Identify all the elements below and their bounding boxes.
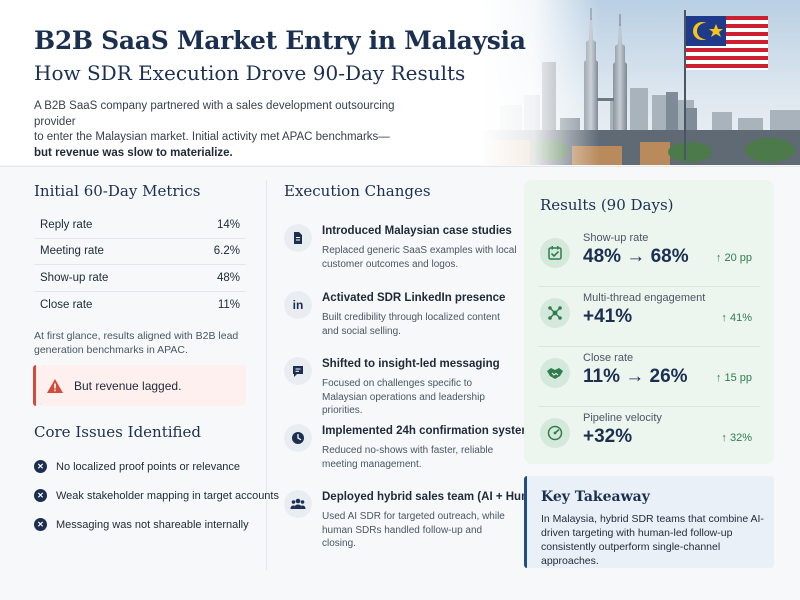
change-title: Deployed hybrid sales team (AI + Human): [322, 491, 549, 503]
result-value: 11% → 26%: [583, 366, 688, 387]
core-issues-title: Core Issues Identified: [34, 423, 202, 441]
document-icon: [284, 224, 312, 252]
result-label: Show-up rate: [583, 232, 649, 244]
metric-label: Close rate: [40, 298, 93, 311]
metric-value: 6.2%: [213, 245, 240, 258]
metric-value: 48%: [216, 271, 240, 284]
speedometer-icon: [540, 418, 570, 448]
key-takeaway-body: In Malaysia, hybrid SDR teams that combi…: [541, 513, 764, 567]
clock-icon: [284, 424, 312, 452]
warning-icon: [47, 378, 63, 393]
initial-metrics-title: Initial 60-Day Metrics: [34, 182, 201, 200]
result-item: Show-up rate 48% → 68% ↑ 20 pp: [524, 232, 774, 292]
result-value: +41%: [583, 306, 633, 327]
key-takeaway-box: Key Takeaway In Malaysia, hybrid SDR tea…: [524, 476, 774, 568]
header: B2B SaaS Market Entry in Malaysia How SD…: [0, 0, 800, 165]
change-title: Shifted to insight-led messaging: [322, 358, 500, 370]
core-issues-list: ✕ No localized proof points or relevance…: [34, 452, 279, 539]
revenue-alert: But revenue lagged.: [33, 365, 246, 406]
results-title: Results (90 Days): [540, 196, 674, 214]
result-delta: ↑ 15 pp: [715, 372, 752, 384]
change-title: Introduced Malaysian case studies: [322, 225, 512, 237]
result-item: Close rate 11% → 26% ↑ 15 pp: [524, 352, 774, 412]
change-title: Activated SDR LinkedIn presence: [322, 292, 506, 304]
header-divider: [0, 166, 800, 167]
page-subtitle: How SDR Execution Drove 90-Day Results: [34, 61, 466, 85]
result-delta: ↑ 20 pp: [715, 252, 752, 264]
key-takeaway-title: Key Takeaway: [541, 489, 650, 505]
result-delta: ↑ 41%: [721, 312, 752, 324]
metric-label: Meeting rate: [40, 245, 104, 258]
execution-changes-title: Execution Changes: [284, 182, 431, 200]
list-item: ✕ Messaging was not shareable internally: [34, 510, 259, 539]
result-value: 48% → 68%: [583, 246, 689, 267]
list-item: ✕ Weak stakeholder mapping in target acc…: [34, 481, 279, 510]
result-value: +32%: [583, 426, 633, 447]
metric-row: Meeting rate 6.2%: [34, 239, 246, 265]
result-label: Close rate: [583, 352, 634, 364]
column-divider: [266, 180, 267, 570]
x-circle-icon: ✕: [34, 489, 47, 502]
network-icon: [540, 298, 570, 328]
alert-text: But revenue lagged.: [74, 378, 182, 393]
result-label: Multi-thread engagement: [583, 292, 706, 304]
metrics-note: At first glance, results aligned with B2…: [34, 330, 239, 356]
metric-value: 11%: [217, 298, 240, 311]
results-panel: Results (90 Days) Show-up rate 48% → 68%…: [524, 180, 774, 464]
change-desc: Reduced no-shows with faster, reliable m…: [322, 445, 494, 470]
x-circle-icon: ✕: [34, 460, 47, 473]
intro-paragraph: A B2B SaaS company partnered with a sale…: [34, 100, 395, 159]
linkedin-icon: in: [284, 291, 312, 319]
metric-value: 14%: [216, 218, 240, 231]
x-circle-icon: ✕: [34, 518, 47, 531]
result-item: Pipeline velocity +32% ↑ 32%: [524, 412, 774, 472]
team-icon: [284, 490, 312, 518]
change-desc: Built credibility through localized cont…: [322, 312, 500, 337]
metric-row: Reply rate 14%: [34, 212, 246, 239]
initial-metrics-table: Reply rate 14% Meeting rate 6.2% Show-up…: [34, 212, 246, 318]
result-delta: ↑ 32%: [721, 432, 752, 444]
list-item: ✕ No localized proof points or relevance: [34, 452, 259, 481]
calendar-check-icon: [540, 238, 570, 268]
change-desc: Used AI SDR for targeted outreach, while…: [322, 511, 505, 549]
metric-label: Reply rate: [40, 218, 93, 231]
page-title: B2B SaaS Market Entry in Malaysia: [34, 26, 526, 55]
handshake-icon: [540, 358, 570, 388]
metric-label: Show-up rate: [40, 271, 109, 284]
result-label: Pipeline velocity: [583, 412, 662, 424]
result-item: Multi-thread engagement +41% ↑ 41%: [524, 292, 774, 352]
change-desc: Replaced generic SaaS examples with loca…: [322, 245, 517, 270]
change-title: Implemented 24h confirmation system: [322, 425, 532, 437]
metric-row: Show-up rate 48%: [34, 265, 246, 292]
message-icon: [284, 357, 312, 385]
change-desc: Focused on challenges specific to Malays…: [322, 378, 485, 416]
malaysia-flag-icon: [686, 16, 768, 70]
metric-row: Close rate 11%: [34, 292, 246, 319]
